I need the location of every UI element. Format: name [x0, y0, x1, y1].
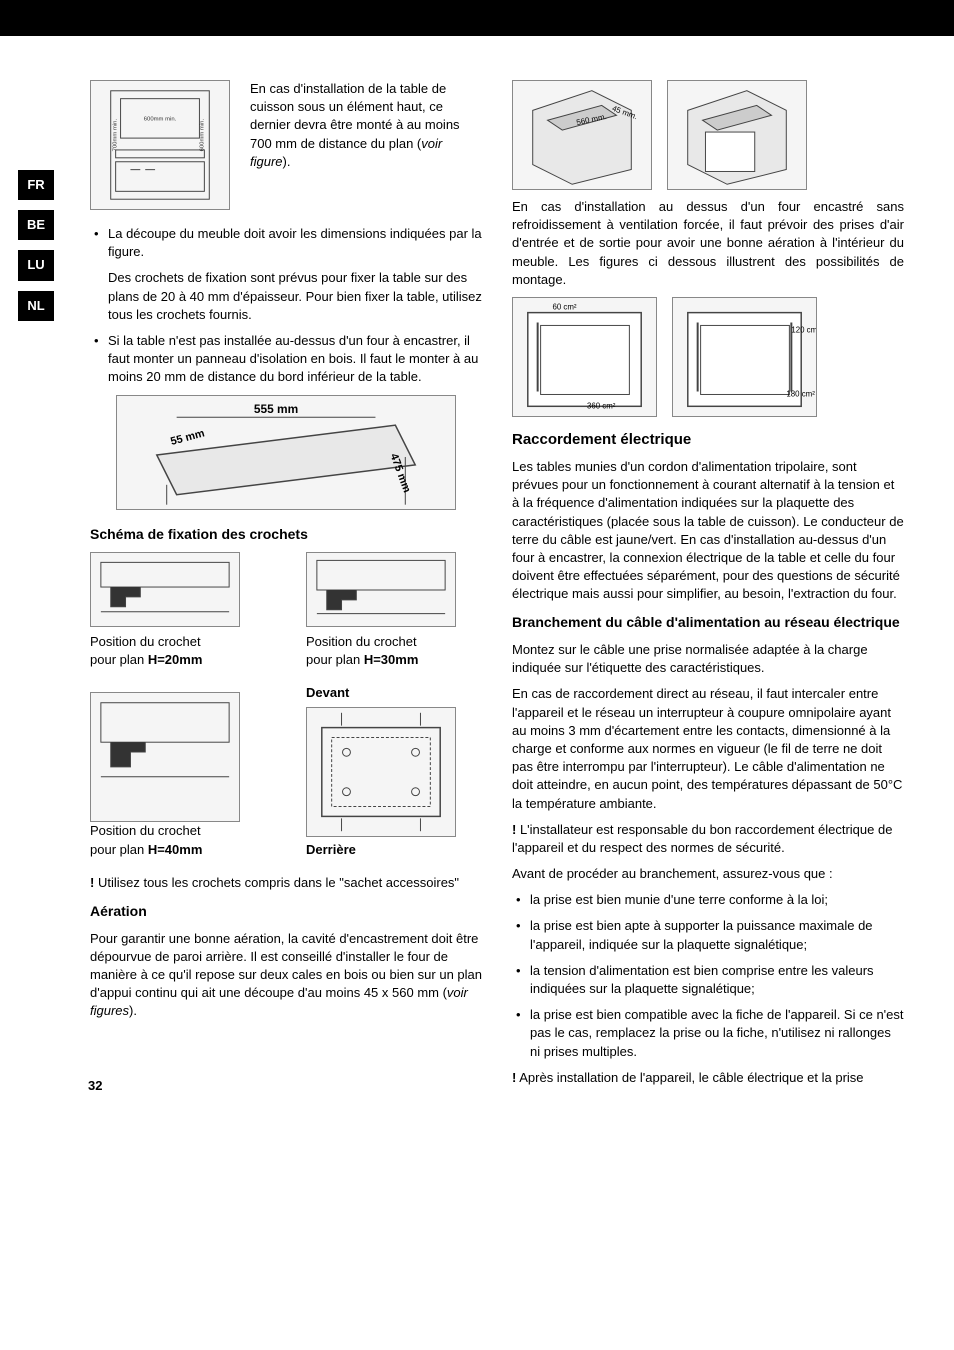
hook-col-20: Position du crochet pour plan H=20mm: [90, 552, 266, 669]
raccordement-para: Les tables munies d'un cordon d'alimenta…: [512, 458, 904, 604]
page-number: 32: [88, 1077, 102, 1095]
lang-tab-fr: FR: [18, 170, 54, 200]
hook-20-caption: Position du crochet pour plan H=20mm: [90, 633, 266, 669]
bullet-isolation: Si la table n'est pas installée au-dessu…: [90, 332, 482, 387]
hook-row-2: Position du crochet pour plan H=40mm Dev…: [90, 684, 482, 858]
warn-before: Avant de procéder au branchement, assure…: [512, 865, 904, 883]
lang-tab-lu: LU: [18, 250, 54, 280]
label-55: 55 mm: [169, 427, 206, 448]
main-content: 600mm min. 700mm min. 600mm min. En cas …: [90, 80, 904, 1095]
diagram-iso-a: 560 mm. 45 mm.: [512, 80, 652, 190]
left-column: 600mm min. 700mm min. 600mm min. En cas …: [90, 80, 482, 1095]
warn-after-install: ! Après installation de l'appareil, le c…: [512, 1069, 904, 1087]
branch-p2: En cas de raccordement direct au réseau,…: [512, 685, 904, 812]
label-600: 600mm min.: [144, 116, 177, 122]
lang-tab-be: BE: [18, 210, 54, 240]
language-tabs: FR BE LU NL: [18, 170, 54, 321]
derriere-label: Derrière: [306, 841, 482, 859]
diagram-hook-40: [90, 692, 240, 822]
branch-p1: Montez sur le câble une prise normalisée…: [512, 641, 904, 677]
warn-installer: ! L'installateur est responsable du bon …: [512, 821, 904, 857]
label-360cm: 360 cm²: [587, 401, 616, 410]
diagram-front-back: [306, 707, 456, 837]
devant-label: Devant: [306, 684, 482, 702]
hook-col-40: Position du crochet pour plan H=40mm: [90, 692, 266, 858]
diagram-front-back-col: Devant Derrière: [306, 684, 482, 858]
label-555: 555 mm: [254, 402, 298, 416]
hook-40-caption: Position du crochet pour plan H=40mm: [90, 822, 266, 858]
hook-col-30: Position du crochet pour plan H=30mm: [306, 552, 482, 669]
bullet-compatible: la prise est bien compatible avec la fic…: [512, 1006, 904, 1061]
diagram-cutout-dims: 555 mm 55 mm 475 mm: [116, 395, 456, 510]
hook-row-1: Position du crochet pour plan H=20mm Pos…: [90, 552, 482, 669]
lang-tab-nl: NL: [18, 291, 54, 321]
schema-title: Schéma de fixation des crochets: [90, 525, 482, 545]
branchement-title: Branchement du câble d'alimentation au r…: [512, 613, 904, 633]
iso-row: 560 mm. 45 mm.: [512, 80, 904, 190]
bullet-tension: la tension d'alimentation est bien compr…: [512, 962, 904, 998]
diagram-hook-30: [306, 552, 456, 627]
label-600b: 600mm min.: [199, 119, 205, 152]
label-60cm: 60 cm²: [552, 303, 576, 312]
utilisez-note: ! Utilisez tous les crochets compris dan…: [90, 874, 482, 892]
label-120cm: 120 cm²: [791, 325, 816, 334]
right-column: 560 mm. 45 mm. En cas d'installation au …: [512, 80, 904, 1095]
para-four-install: En cas d'installation au dessus d'un fou…: [512, 198, 904, 289]
bullet-decoupe-sub: Des crochets de fixation sont prévus pou…: [90, 269, 482, 324]
aeration-text: Pour garantir une bonne aération, la cav…: [90, 930, 482, 1021]
diagram-hook-20: [90, 552, 240, 627]
raccordement-title: Raccordement électrique: [512, 429, 904, 450]
top-black-bar: [0, 0, 954, 36]
diagram-clearance: 600mm min. 700mm min. 600mm min.: [90, 80, 230, 210]
intro-paragraph: En cas d'installation de la table de cui…: [250, 80, 482, 202]
diagram-iso-b: [667, 80, 807, 190]
aeration-title: Aération: [90, 902, 482, 922]
label-700: 700mm min.: [113, 119, 119, 152]
vent-row: 60 cm² 360 cm² 120 cm² 180 cm²: [512, 297, 904, 417]
bullet-decoupe: La découpe du meuble doit avoir les dime…: [90, 225, 482, 261]
hook-30-caption: Position du crochet pour plan H=30mm: [306, 633, 482, 669]
diagram-vent-b: 120 cm² 180 cm²: [672, 297, 817, 417]
bullet-terre: la prise est bien munie d'une terre conf…: [512, 891, 904, 909]
top-row: 600mm min. 700mm min. 600mm min. En cas …: [90, 80, 482, 210]
diagram-vent-a: 60 cm² 360 cm²: [512, 297, 657, 417]
label-180cm: 180 cm²: [786, 389, 815, 398]
bullet-puissance: la prise est bien apte à supporter la pu…: [512, 917, 904, 953]
